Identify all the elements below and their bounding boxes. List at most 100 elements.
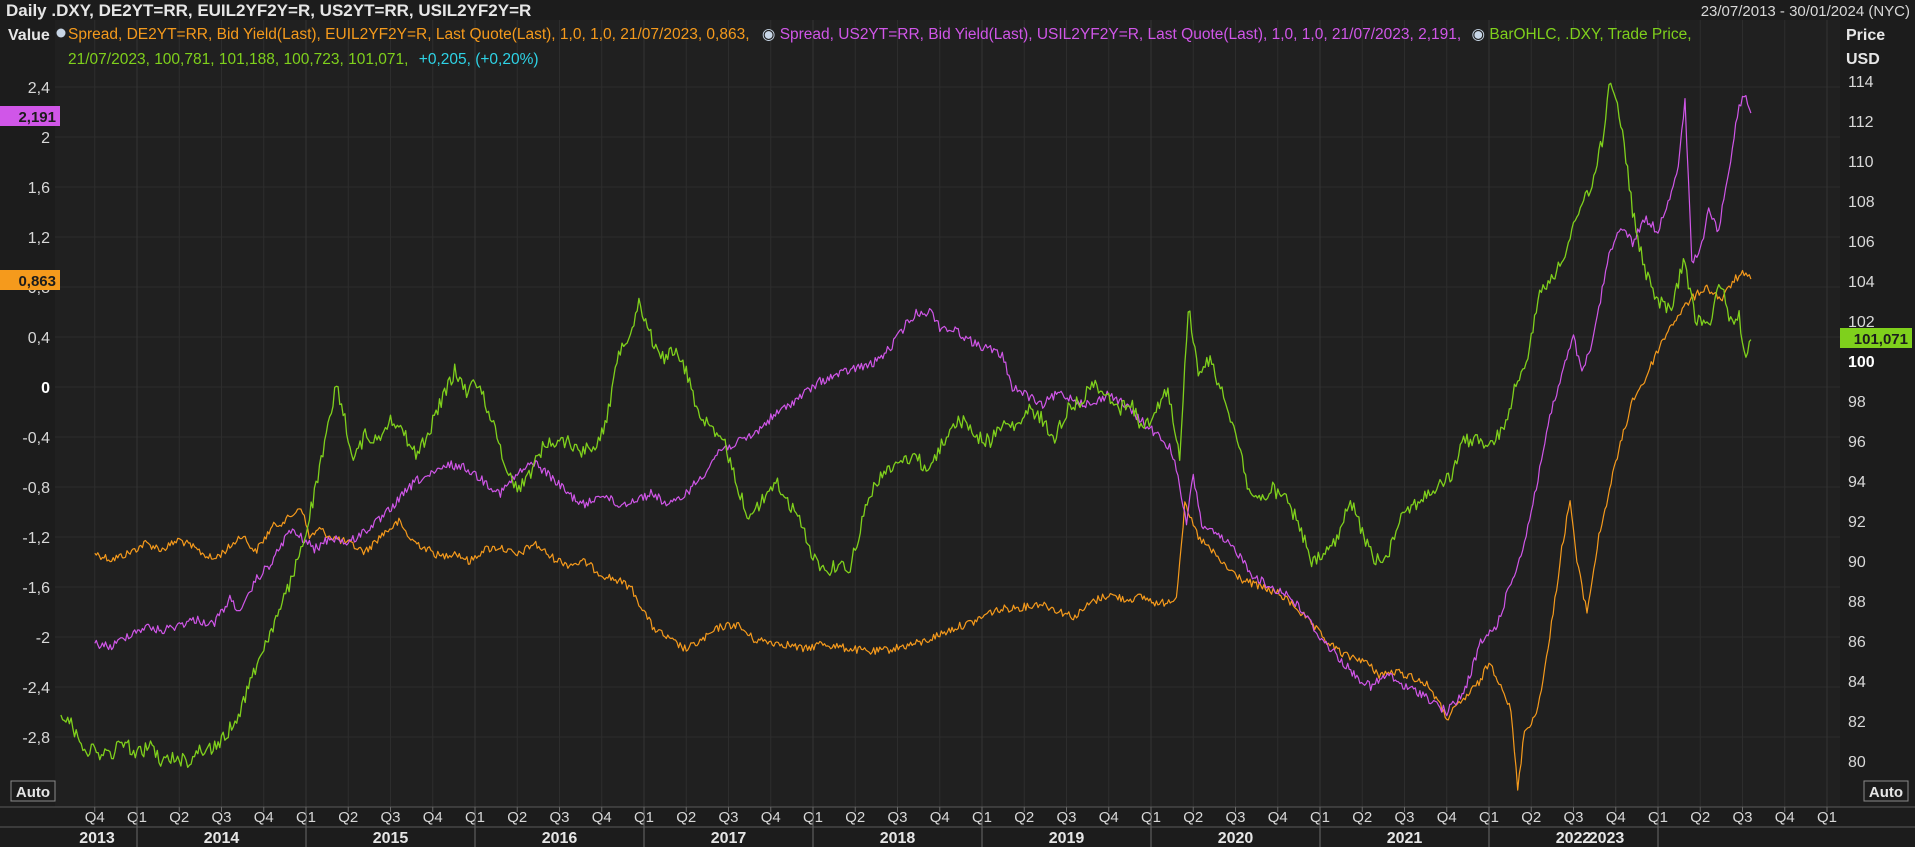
auto-scale-right-label: Auto — [1869, 784, 1903, 801]
right-tick-label: 106 — [1848, 234, 1875, 251]
left-tick-label: 2 — [41, 130, 50, 147]
dxy-last-tag: 101,071 — [1840, 328, 1912, 348]
left-tick-label: 1,6 — [28, 180, 50, 197]
x-quarter-label: Q3 — [380, 809, 400, 826]
left-tick-label: -1,6 — [22, 580, 50, 597]
auto-scale-right-button[interactable]: Auto — [1863, 780, 1909, 802]
x-quarter-label: Q2 — [845, 809, 865, 826]
x-quarter-label: Q2 — [1183, 809, 1203, 826]
us-spread-last-value: 2,191 — [18, 109, 56, 126]
de-spread-last-tag: 0,863 — [0, 270, 60, 290]
right-tick-label: 80 — [1848, 754, 1866, 771]
left-tick-label: -1,2 — [22, 530, 50, 547]
x-quarter-label: Q2 — [338, 809, 358, 826]
legend-de-spread[interactable]: Spread, DE2YT=RR, Bid Yield(Last), EUIL2… — [68, 26, 750, 43]
x-quarter-label: Q4 — [254, 809, 274, 826]
legend-line-2: 21/07/2023, 100,781, 101,188, 100,723, 1… — [68, 51, 539, 68]
de-spread-line — [94, 269, 1752, 791]
x-quarter-label: Q2 — [507, 809, 527, 826]
left-axis-label: Value — [8, 27, 50, 44]
x-quarter-label: Q2 — [169, 809, 189, 826]
x-quarter-label: Q4 — [423, 809, 443, 826]
left-axis-ticks: 2,421,61,20,80,40-0,4-0,8-1,2-1,6-2-2,4-… — [22, 80, 50, 747]
right-tick-label: 104 — [1848, 274, 1875, 291]
x-year-label: 2014 — [204, 830, 240, 847]
right-tick-label: 108 — [1848, 194, 1875, 211]
auto-scale-left-button[interactable]: Auto — [10, 780, 56, 802]
legend-us-spread[interactable]: Spread, US2YT=RR, Bid Yield(Last), USIL2… — [780, 26, 1462, 43]
x-quarter-label: Q3 — [1225, 809, 1245, 826]
x-year-label: 2021 — [1387, 830, 1423, 847]
legend-settings-icon-dxy[interactable]: ◉ — [1472, 26, 1486, 43]
left-tick-label: 0,4 — [28, 330, 50, 347]
auto-scale-left-label: Auto — [16, 784, 50, 801]
x-axis: Q4 Q1 Q2 Q3 Q4 Q1 Q2 Q3 Q4 Q1 Q2 Q3 Q4 Q1 Q2 Q3 Q4 Q1 Q2 Q3… — [0, 806, 1915, 847]
x-quarter-label: Q3 — [1563, 809, 1583, 826]
x-quarter-label: Q4 — [1437, 809, 1457, 826]
legend-settings-icon-us[interactable]: ◉ — [762, 26, 776, 43]
right-tick-label: 112 — [1848, 114, 1874, 131]
legend-dxy-change: +0,205, (+0,20%) — [419, 51, 539, 68]
x-quarter-label: Q1 — [1817, 809, 1837, 826]
x-quarter-label: Q2 — [1014, 809, 1034, 826]
legend-line-1: Spread, DE2YT=RR, Bid Yield(Last), EUIL2… — [68, 26, 1692, 43]
right-tick-label: 90 — [1848, 554, 1866, 571]
x-quarter-label: Q3 — [718, 809, 738, 826]
x-year-label: 2015 — [373, 830, 409, 847]
left-tick-label: 0 — [41, 380, 50, 397]
left-tick-label: 2,4 — [28, 80, 50, 97]
plot-area — [55, 20, 1840, 807]
x-quarter-label: Q4 — [592, 809, 612, 826]
right-tick-label: 94 — [1848, 474, 1866, 491]
left-tick-label: 1,2 — [28, 230, 50, 247]
us-spread-line — [94, 95, 1752, 717]
x-year-label: 2016 — [542, 830, 578, 847]
x-quarter-label: Q2 — [1690, 809, 1710, 826]
x-year-label: 2018 — [880, 830, 916, 847]
left-tick-label: -2,8 — [22, 730, 50, 747]
dxy-last-value: 101,071 — [1854, 331, 1908, 348]
x-year-label: 2023 — [1589, 830, 1625, 847]
x-quarter-label: Q3 — [549, 809, 569, 826]
x-year-label: 2013 — [79, 830, 115, 847]
x-quarter-label: Q4 — [930, 809, 950, 826]
x-quarter-label: Q4 — [1775, 809, 1795, 826]
right-tick-label: 100 — [1848, 354, 1875, 371]
right-tick-label: 86 — [1848, 634, 1866, 651]
x-quarter-label: Q4 — [1099, 809, 1119, 826]
x-quarter-label: Q4 — [85, 809, 105, 826]
dxy-line — [60, 82, 1752, 768]
left-tick-label: -2 — [36, 630, 50, 647]
legend-settings-icon-de[interactable] — [56, 28, 66, 38]
right-tick-label: 98 — [1848, 394, 1866, 411]
legend-dxy[interactable]: BarOHLC, .DXY, Trade Price, — [1489, 26, 1691, 43]
right-tick-label: 88 — [1848, 594, 1866, 611]
x-quarter-label: Q4 — [1606, 809, 1626, 826]
left-tick-label: -2,4 — [22, 680, 50, 697]
x-year-label: 2022 — [1556, 830, 1592, 847]
left-tick-label: -0,4 — [22, 430, 50, 447]
right-axis-label-price: Price — [1846, 27, 1885, 44]
x-quarter-label: Q3 — [887, 809, 907, 826]
x-quarter-label: Q2 — [1352, 809, 1372, 826]
date-range: 23/07/2013 - 30/01/2024 (NYC) — [1701, 3, 1910, 20]
x-quarter-label: Q4 — [761, 809, 781, 826]
x-quarter-label: Q2 — [1521, 809, 1541, 826]
right-tick-label: 114 — [1848, 74, 1874, 91]
right-tick-label: 82 — [1848, 714, 1866, 731]
right-tick-label: 84 — [1848, 674, 1866, 691]
x-quarter-label: Q2 — [676, 809, 696, 826]
x-year-label: 2020 — [1218, 830, 1254, 847]
x-quarter-label: Q3 — [1394, 809, 1414, 826]
right-tick-label: 92 — [1848, 514, 1866, 531]
x-quarter-label: Q3 — [1056, 809, 1076, 826]
x-year-label: 2017 — [711, 830, 747, 847]
right-tick-label: 110 — [1848, 154, 1874, 171]
x-quarter-label: Q4 — [1268, 809, 1288, 826]
x-quarter-label: Q3 — [211, 809, 231, 826]
left-tick-label: -0,8 — [22, 480, 50, 497]
gridlines — [55, 20, 1840, 807]
legend-dxy-ohlc: 21/07/2023, 100,781, 101,188, 100,723, 1… — [68, 51, 408, 68]
